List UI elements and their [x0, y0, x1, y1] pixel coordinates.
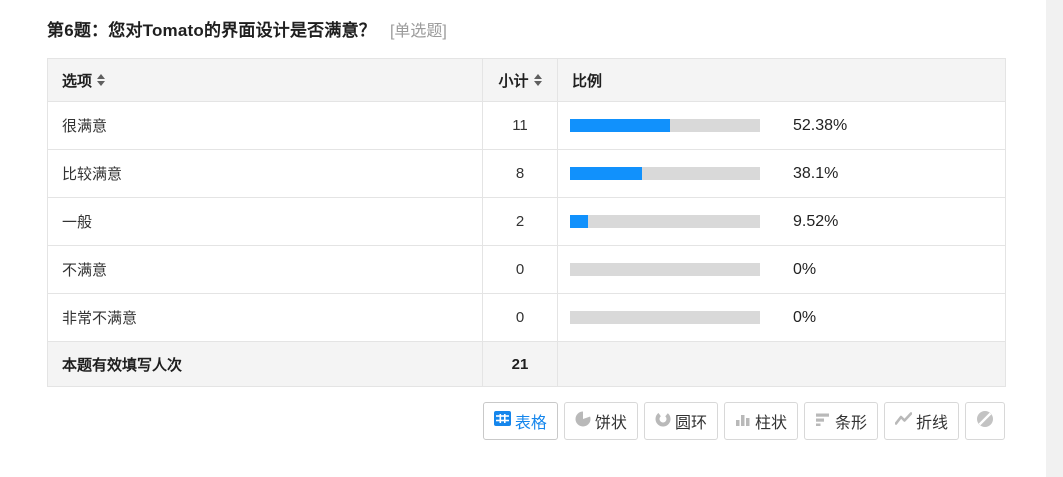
chart-btn-label: 折线 [915, 415, 948, 432]
option-cell: 比较满意 [47, 149, 483, 198]
ratio-bar-track [570, 311, 760, 324]
question-title: 第6题：您对Tomato的界面设计是否满意？ [47, 21, 376, 40]
pie-chart-button[interactable]: 饼状 [563, 402, 638, 440]
table-row: 不满意 0 0% [47, 245, 1006, 294]
chart-btn-label: 圆环 [674, 415, 707, 432]
table-header-row: 选项 小计 比例 [47, 58, 1006, 102]
table-row: 一般 2 9.52% [47, 197, 1006, 246]
footer-label: 本题有效填写人次 [47, 341, 483, 387]
table-row: 非常不满意 0 0% [47, 293, 1006, 342]
table-row: 很满意 11 52.38% [47, 101, 1006, 150]
subtotal-cell: 0 [482, 293, 558, 342]
table-view-button[interactable]: 表格 [482, 402, 558, 440]
subtotal-cell: 8 [482, 149, 558, 198]
option-cell: 非常不满意 [47, 293, 483, 342]
header-option-label: 选项 [62, 72, 93, 90]
question-type-tag: [单选题] [389, 23, 447, 40]
line-chart-button[interactable]: 折线 [883, 402, 959, 440]
sort-icon[interactable] [97, 74, 106, 86]
chart-btn-label: 条形 [834, 415, 867, 432]
percent-label: 0% [793, 260, 817, 278]
question-block: 第6题：您对Tomato的界面设计是否满意？ [单选题] 选项 小计 [47, 16, 1006, 440]
header-subtotal[interactable]: 小计 [482, 58, 558, 102]
option-cell: 一般 [47, 197, 483, 246]
donut-chart-icon [655, 411, 671, 432]
header-subtotal-label: 小计 [498, 72, 529, 90]
page-scrollbar[interactable] [1046, 0, 1063, 477]
table-footer-row: 本题有效填写人次 21 [47, 341, 1006, 387]
header-proportion: 比例 [557, 58, 1006, 102]
ratio-cell: 0% [557, 293, 1006, 342]
table-icon [493, 411, 511, 431]
percent-label: 38.1% [793, 164, 839, 182]
no-chart-button[interactable] [965, 402, 1005, 440]
ratio-bar-track [570, 263, 760, 276]
option-cell: 不满意 [47, 245, 483, 294]
slash-circle-icon [976, 410, 994, 433]
percent-label: 0% [793, 308, 817, 326]
chart-btn-label: 饼状 [594, 415, 627, 432]
results-table: 选项 小计 比例 [47, 58, 1006, 387]
percent-label: 9.52% [793, 212, 839, 230]
subtotal-cell: 11 [482, 101, 558, 150]
subtotal-cell: 2 [482, 197, 558, 246]
ratio-bar-track [570, 119, 760, 132]
ratio-bar-fill [570, 215, 589, 228]
line-chart-icon [894, 411, 913, 432]
sort-icon[interactable] [533, 74, 542, 86]
bar-chart-icon [815, 411, 831, 432]
percent-label: 52.38% [793, 116, 848, 134]
footer-empty-cell [557, 341, 1006, 387]
ratio-bar-fill [570, 119, 670, 132]
header-proportion-label: 比例 [572, 72, 603, 90]
pie-chart-icon [575, 410, 591, 432]
table-row: 比较满意 8 38.1% [47, 149, 1006, 198]
ratio-cell: 0% [557, 245, 1006, 294]
bar-chart-button[interactable]: 条形 [803, 402, 878, 440]
chart-type-toolbar: 表格 饼状 圆环 柱状 [47, 402, 1005, 440]
subtotal-cell: 0 [482, 245, 558, 294]
ratio-cell: 52.38% [557, 101, 1006, 150]
question-title-row: 第6题：您对Tomato的界面设计是否满意？ [单选题] [47, 16, 1005, 41]
column-chart-button[interactable]: 柱状 [723, 402, 798, 440]
donut-chart-button[interactable]: 圆环 [643, 402, 718, 440]
ratio-bar-track [570, 167, 760, 180]
ratio-bar-track [570, 215, 760, 228]
ratio-bar-fill [570, 167, 643, 180]
header-option[interactable]: 选项 [47, 58, 483, 102]
footer-total: 21 [482, 341, 558, 387]
column-chart-icon [735, 411, 751, 432]
chart-btn-label: 表格 [514, 415, 547, 432]
chart-btn-label: 柱状 [754, 415, 787, 432]
option-cell: 很满意 [47, 101, 483, 150]
ratio-cell: 9.52% [557, 197, 1006, 246]
ratio-cell: 38.1% [557, 149, 1006, 198]
